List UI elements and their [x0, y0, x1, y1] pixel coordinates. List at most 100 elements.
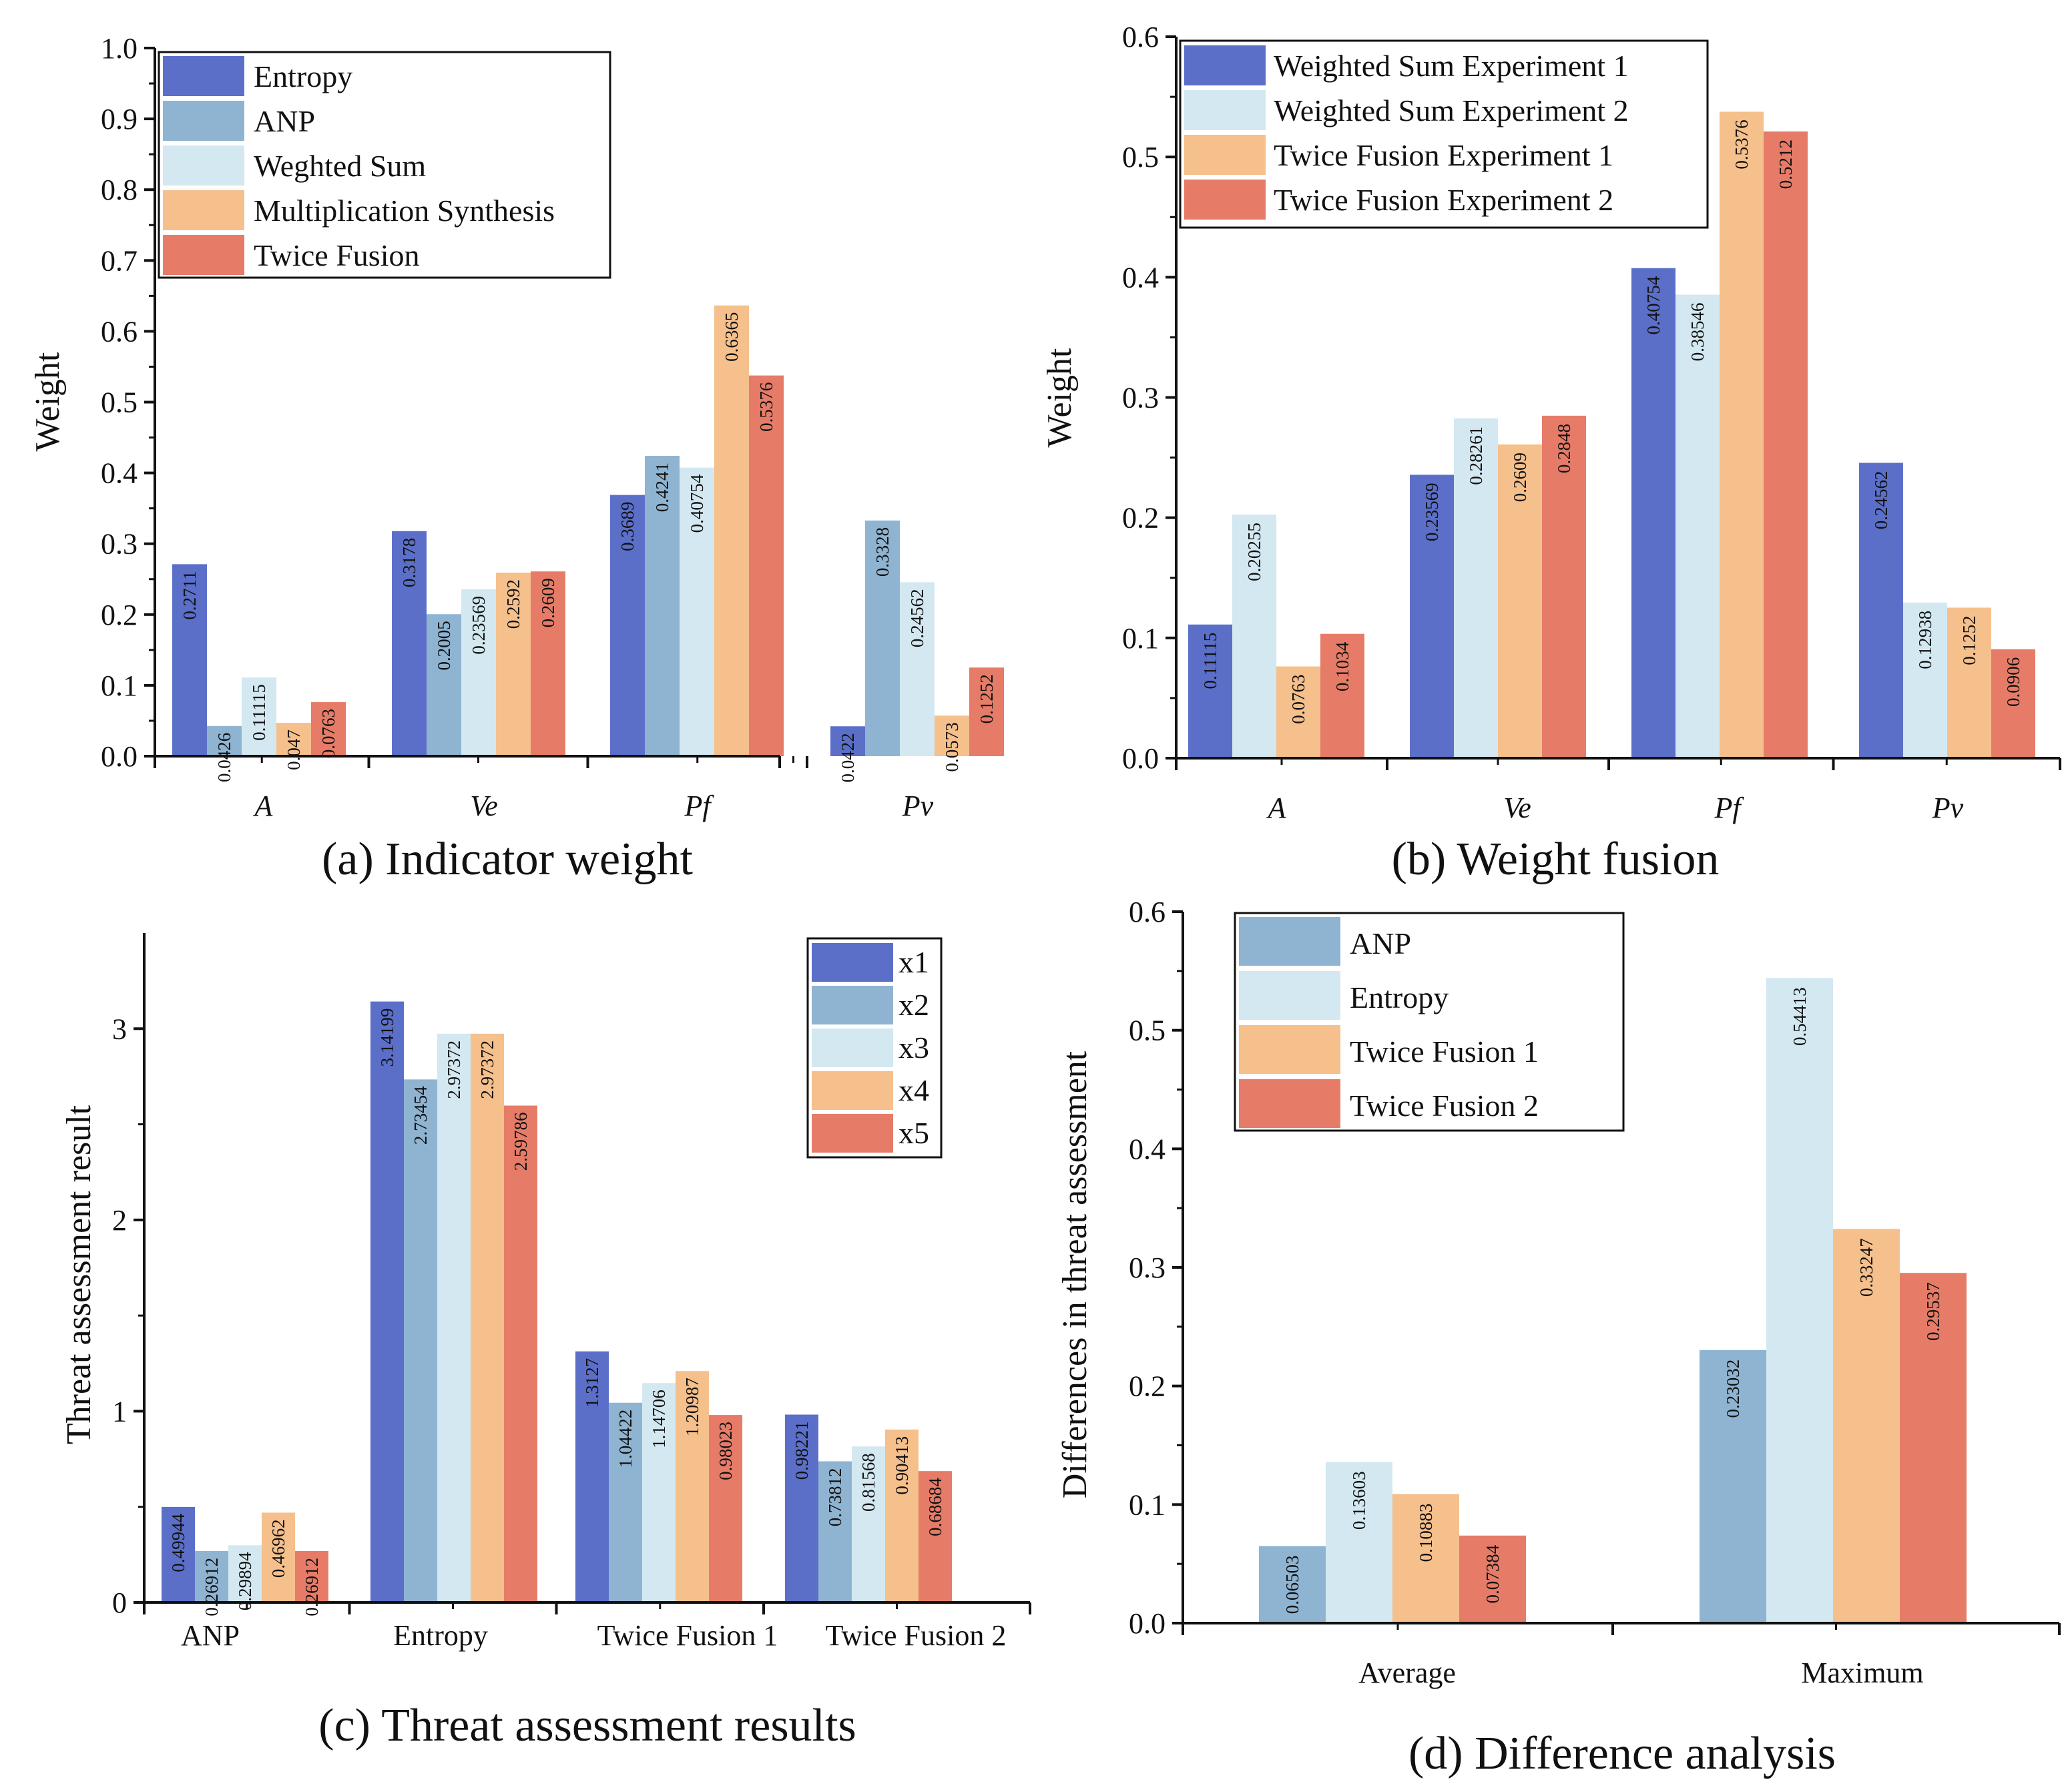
- panel-d-difference-analysis: 0.06503 0.13603 0.10883 0.07384 0.23032 0.544…: [1056, 896, 2061, 1779]
- bar-c-2-1: [609, 1402, 642, 1602]
- y-tick-label-d-1: 0.1: [1129, 1488, 1166, 1521]
- data-label-d-1-0: 0.23032: [1723, 1360, 1743, 1418]
- panel-d-data-labels: 0.06503 0.13603 0.10883 0.07384 0.23032 0.544…: [1282, 987, 1943, 1614]
- data-label-c-2-2: 1.14706: [649, 1390, 669, 1448]
- bar-c-0-3: [262, 1512, 295, 1602]
- data-label-a-3-1: 0.3328: [872, 527, 892, 577]
- data-label-b-2-2: 0.5376: [1732, 119, 1752, 169]
- panel-a-legend-swatch-entropy: [163, 56, 244, 96]
- panel-c-x-category-tf1: Twice Fusion 1: [597, 1619, 778, 1652]
- bar-c-1-4: [504, 1105, 537, 1602]
- panel-c-legend-swatch-x4: [812, 1071, 893, 1110]
- panel-b-legend-swatch-tf1: [1184, 135, 1266, 175]
- bar-c-1-2: [437, 1033, 471, 1602]
- panel-d-axes: [1182, 912, 2059, 1624]
- data-label-d-0-3: 0.07384: [1483, 1544, 1503, 1603]
- panel-a-legend-label-twice-fusion: Twice Fusion: [254, 238, 420, 272]
- data-label-d-0-1: 0.13603: [1349, 1471, 1369, 1530]
- bar-b-3-3: [1991, 649, 2035, 758]
- panel-a-legend: Entropy ANP Weghted Sum Multiplication S…: [158, 51, 611, 279]
- data-label-c-3-3: 0.90413: [892, 1436, 912, 1495]
- data-label-a-3-2: 0.24562: [907, 589, 927, 647]
- data-label-d-1-2: 0.33247: [1856, 1238, 1876, 1297]
- bar-a-2-2: [680, 467, 714, 756]
- panel-c-legend-label-x3: x3: [898, 1030, 929, 1065]
- panel-c-axes: [143, 933, 1030, 1604]
- data-label-b-2-1: 0.38546: [1688, 303, 1708, 362]
- panel-b-x-category-Pv: Pv: [1932, 792, 1964, 824]
- panel-c-legend-label-x5: x5: [898, 1116, 929, 1150]
- panel-c-bars: [162, 1001, 952, 1602]
- bar-d-1-3: [1900, 1273, 1967, 1623]
- data-label-c-1-1: 2.73454: [411, 1086, 431, 1145]
- data-label-a-2-1: 0.4241: [652, 463, 672, 512]
- y-tick-label-a-0: 0.0: [101, 740, 138, 773]
- panel-a-y-ticks: 0.0 0.1 0.2 0.3 0.4 0.5 0.6 0.7 0.8 0.9 1.0: [101, 32, 155, 773]
- y-tick-label-b-2: 0.2: [1122, 502, 1159, 535]
- data-label-a-1-3: 0.2592: [503, 579, 523, 629]
- panel-c-x-ticks: [143, 1602, 1031, 1614]
- bar-a-0-0: [172, 564, 207, 756]
- data-label-a-2-0: 0.3689: [617, 502, 637, 551]
- bar-d-0-0: [1259, 1546, 1326, 1623]
- data-label-a-0-0: 0.2711: [180, 571, 200, 619]
- data-label-a-1-2: 0.23569: [469, 596, 489, 655]
- data-label-c-1-3: 2.97372: [477, 1040, 497, 1099]
- panel-d-x-category-average: Average: [1358, 1657, 1456, 1689]
- panel-a-legend-swatch-weghted-sum: [163, 145, 244, 186]
- bar-c-3-1: [818, 1461, 852, 1602]
- data-label-a-1-0: 0.3178: [399, 538, 419, 587]
- bar-a-0-4: [311, 702, 346, 756]
- y-tick-label-a-4: 0.4: [101, 457, 138, 490]
- data-label-c-2-1: 1.04422: [615, 1410, 635, 1468]
- panel-b-legend-box: [1179, 39, 1709, 229]
- panel-b-legend-swatch-ws2: [1184, 90, 1266, 130]
- bar-a-3-0: [830, 726, 865, 756]
- panel-b-weight-fusion: 0.11115 0.20255 0.0763 0.1034 0.23569 0.28261…: [1041, 21, 2061, 885]
- bar-b-0-0: [1188, 624, 1232, 758]
- bar-a-1-4: [531, 571, 565, 756]
- y-tick-label-b-3: 0.3: [1122, 382, 1159, 414]
- panel-c-legend-label-x4: x4: [898, 1073, 929, 1107]
- bar-c-3-0: [785, 1414, 818, 1602]
- data-label-a-0-3: 0.047: [284, 729, 304, 770]
- panel-a-caption: (a) Indicator weight: [322, 834, 693, 885]
- panel-a-legend-label-entropy: Entropy: [254, 59, 352, 93]
- bar-c-0-2: [228, 1545, 262, 1602]
- bar-b-2-2: [1720, 111, 1764, 758]
- data-label-c-1-2: 2.97372: [444, 1040, 464, 1099]
- bar-a-1-1: [427, 614, 461, 756]
- y-tick-label-a-6: 0.6: [101, 315, 138, 348]
- bar-b-3-0: [1859, 463, 1903, 758]
- bar-c-2-3: [676, 1371, 709, 1602]
- panel-c-x-category-anp: ANP: [181, 1619, 240, 1652]
- y-tick-label-d-6: 0.6: [1129, 896, 1166, 928]
- bar-a-0-1: [207, 725, 242, 756]
- data-label-b-3-3: 0.0906: [2003, 657, 2023, 707]
- panel-a-bars: [172, 305, 1004, 757]
- data-label-d-1-1: 0.54413: [1790, 987, 1810, 1046]
- data-label-b-0-3: 0.1034: [1332, 641, 1352, 691]
- bar-c-2-4: [709, 1415, 742, 1602]
- panel-b-axes: [1175, 37, 2060, 760]
- data-label-a-0-2: 0.11115: [249, 684, 269, 741]
- panel-a-legend-label-multiplication: Multiplication Synthesis: [254, 194, 555, 228]
- data-label-c-0-3: 0.46962: [268, 1519, 288, 1578]
- data-label-a-1-1: 0.2005: [434, 621, 454, 670]
- panel-b-x-category-Pf: Pf: [1714, 792, 1744, 824]
- data-label-d-0-2: 0.10883: [1416, 1504, 1436, 1562]
- panel-a-x-category-Pv: Pv: [902, 790, 934, 822]
- panel-b-legend-swatch-ws1: [1184, 45, 1266, 85]
- panel-c-x-category-entropy: Entropy: [393, 1619, 488, 1652]
- y-tick-label-a-1: 0.1: [101, 669, 138, 702]
- bar-a-2-0: [610, 495, 645, 756]
- panel-a-x-category-A: A: [253, 790, 274, 822]
- panel-d-y-label: Differences in threat assessment: [1056, 1051, 1094, 1498]
- bar-b-0-1: [1232, 515, 1276, 758]
- data-label-b-3-1: 0.12938: [1915, 611, 1935, 669]
- bar-a-0-2: [242, 677, 276, 756]
- bar-a-3-4: [969, 667, 1004, 756]
- bar-b-3-2: [1947, 607, 1991, 758]
